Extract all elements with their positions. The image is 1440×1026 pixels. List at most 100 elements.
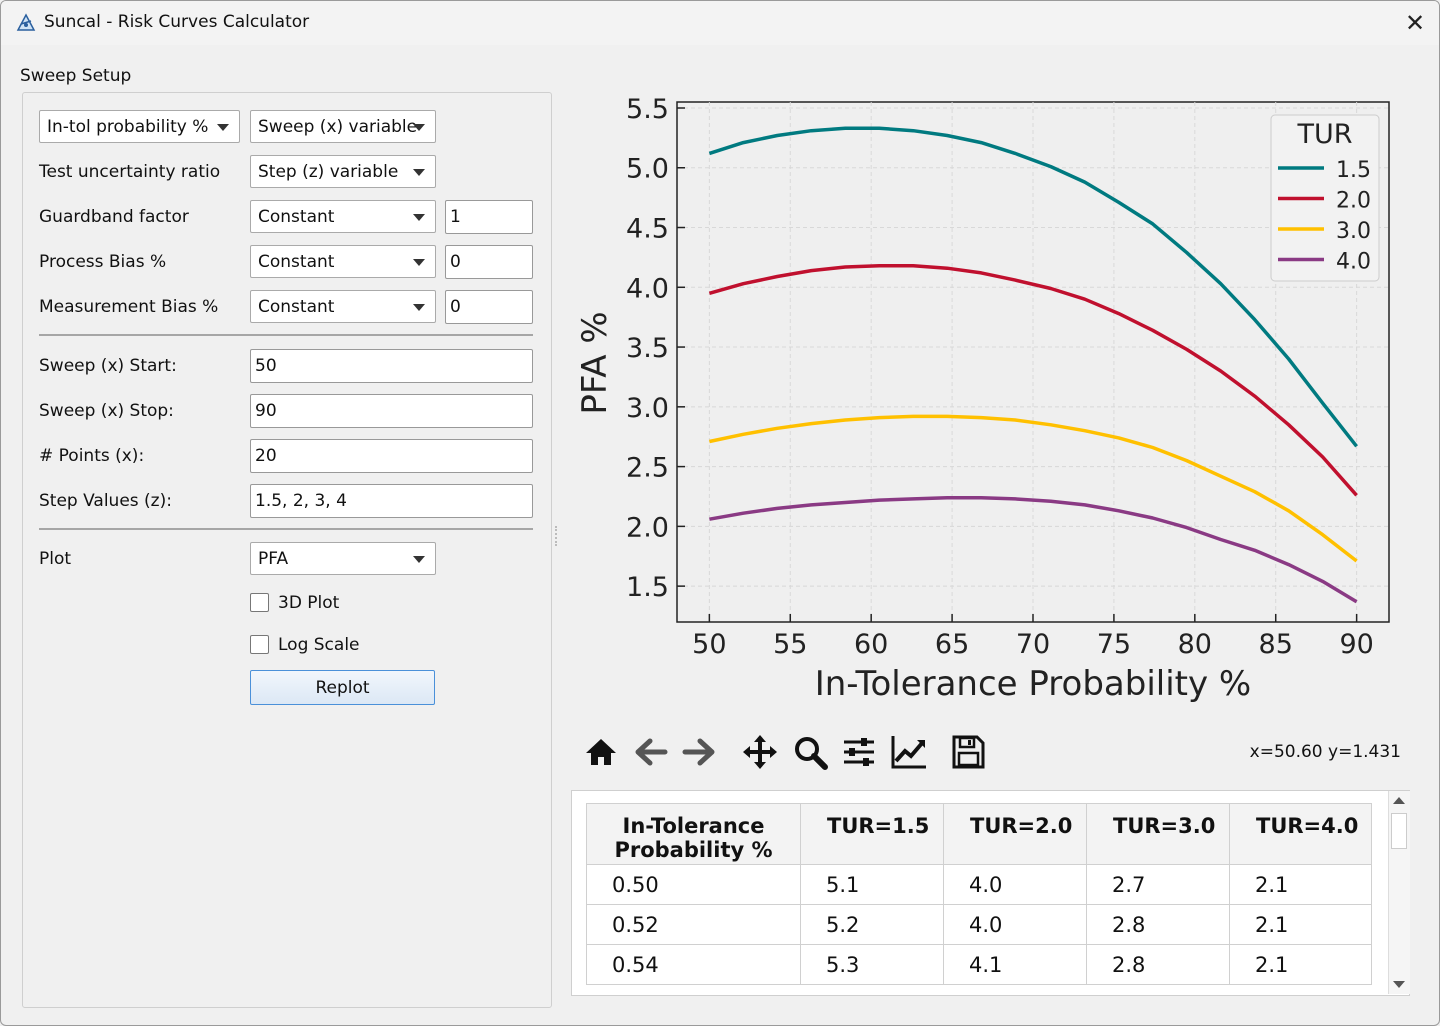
x-tick-label: 90 [1339, 629, 1373, 660]
edit-axis-icon[interactable] [889, 732, 929, 772]
chart-legend: TUR 1.5 2.0 3.0 4.0 [1270, 114, 1380, 282]
table-cell[interactable]: 0.52 [586, 904, 801, 945]
legend-title: TUR [1296, 119, 1352, 150]
step-values-label: Step Values (z): [39, 491, 172, 511]
legend-box [1270, 114, 1380, 282]
sweep-mode-combo[interactable]: Sweep (x) variable [250, 110, 436, 143]
process-bias-label: Process Bias % [39, 252, 167, 272]
table-cell[interactable]: 0.54 [586, 944, 801, 985]
table-cell[interactable]: 2.1 [1229, 904, 1372, 945]
variable-combo-value: In-tol probability % [47, 116, 209, 137]
variable-combo[interactable]: In-tol probability % [39, 110, 240, 143]
x-tick-label: 75 [1097, 629, 1131, 660]
table-row[interactable]: 0.54 5.3 4.1 2.8 2.1 [586, 944, 1372, 985]
chart-lines [708, 126, 1358, 604]
table-cell[interactable]: 5.3 [800, 944, 944, 985]
back-arrow-icon[interactable] [631, 732, 671, 772]
pan-icon[interactable] [740, 732, 780, 772]
chevron-down-icon [413, 214, 425, 221]
series-line-tur-2.0 [708, 264, 1358, 497]
points-label: # Points (x): [39, 446, 145, 466]
scroll-down-icon[interactable] [1393, 981, 1405, 988]
y-axis-label: PFA % [575, 311, 615, 414]
table-cell[interactable]: 2.8 [1086, 904, 1230, 945]
sweep-setup-group [22, 92, 552, 1008]
table-row[interactable]: 0.50 5.1 4.0 2.7 2.1 [586, 864, 1372, 905]
tur-mode-combo[interactable]: Step (z) variable [250, 155, 436, 188]
log-scale-checkbox[interactable] [250, 635, 269, 654]
series-line-tur-4.0 [709, 495, 1358, 604]
scroll-thumb[interactable] [1391, 813, 1407, 849]
close-icon[interactable]: ✕ [1404, 9, 1426, 37]
column-header-tur-4.0[interactable]: TUR=4.0 [1229, 803, 1372, 865]
scroll-up-icon[interactable] [1393, 797, 1405, 804]
y-tick-label: 5.0 [626, 154, 669, 185]
table-cell[interactable]: 2.7 [1086, 864, 1230, 905]
sweep-setup-title: Sweep Setup [20, 66, 132, 86]
x-tick-label: 55 [773, 629, 807, 660]
home-icon[interactable] [581, 732, 621, 772]
chevron-down-icon [217, 124, 229, 131]
y-tick-label: 3.5 [626, 333, 669, 364]
table-header-row: In-Tolerance Probability % TUR=1.5 TUR=2… [586, 803, 1372, 865]
legend-label: 1.5 [1336, 158, 1371, 183]
guardband-mode-combo[interactable]: Constant [250, 200, 436, 233]
column-header-tur-1.5[interactable]: TUR=1.5 [800, 803, 944, 865]
legend-items: 1.5 2.0 3.0 4.0 [1278, 158, 1371, 275]
tur-mode-value: Step (z) variable [258, 161, 399, 182]
3d-plot-label: 3D Plot [278, 593, 340, 613]
table-cell[interactable]: 2.1 [1229, 944, 1372, 985]
pfa-chart[interactable]: 50 55 60 65 70 75 80 85 90 1.5 2.0 2.5 3.0 3.5 4.0 4.5… [571, 85, 1411, 715]
x-tick-label: 80 [1178, 629, 1212, 660]
table-cell[interactable]: 4.1 [943, 944, 1087, 985]
save-icon[interactable] [948, 732, 988, 772]
plot-type-combo[interactable]: PFA [250, 542, 436, 575]
x-tick-label: 70 [1016, 629, 1050, 660]
splitter-handle[interactable] [555, 526, 559, 546]
replot-button[interactable]: Replot [250, 670, 435, 705]
results-table-container: In-Tolerance Probability % TUR=1.5 TUR=2… [571, 790, 1410, 996]
sweep-start-label: Sweep (x) Start: [39, 356, 177, 376]
forward-arrow-icon[interactable] [679, 732, 719, 772]
chevron-down-icon [413, 259, 425, 266]
process-bias-mode-combo[interactable]: Constant [250, 245, 436, 278]
y-tick-label: 1.5 [626, 572, 669, 603]
column-header-tur-2.0[interactable]: TUR=2.0 [943, 803, 1087, 865]
table-cell[interactable]: 2.8 [1086, 944, 1230, 985]
guardband-value-field[interactable]: 1 [445, 200, 533, 234]
log-scale-label: Log Scale [278, 635, 360, 655]
measurement-bias-value-field[interactable]: 0 [445, 290, 533, 324]
sweep-stop-field[interactable]: 90 [250, 394, 533, 428]
process-bias-mode-value: Constant [258, 251, 335, 272]
plot-type-value: PFA [258, 548, 289, 569]
points-field[interactable]: 20 [250, 439, 533, 473]
sweep-start-field[interactable]: 50 [250, 349, 533, 383]
table-cell[interactable]: 2.1 [1229, 864, 1372, 905]
series-line-tur-3.0 [709, 414, 1358, 563]
configure-subplots-icon[interactable] [839, 732, 879, 772]
divider [39, 334, 533, 336]
zoom-icon[interactable] [790, 732, 830, 772]
chevron-down-icon [413, 556, 425, 563]
3d-plot-checkbox[interactable] [250, 593, 269, 612]
table-row[interactable]: 0.52 5.2 4.0 2.8 2.1 [586, 904, 1372, 945]
x-axis-label: In-Tolerance Probability % [815, 664, 1252, 704]
table-scrollbar[interactable] [1388, 791, 1410, 994]
measurement-bias-mode-value: Constant [258, 296, 335, 317]
step-values-field[interactable]: 1.5, 2, 3, 4 [250, 484, 533, 518]
table-cell[interactable]: 4.0 [943, 864, 1087, 905]
process-bias-value-field[interactable]: 0 [445, 245, 533, 279]
window-title: Suncal - Risk Curves Calculator [44, 12, 310, 32]
table-cell[interactable]: 5.1 [800, 864, 944, 905]
table-cell[interactable]: 5.2 [800, 904, 944, 945]
measurement-bias-mode-combo[interactable]: Constant [250, 290, 436, 323]
column-header-probability[interactable]: In-Tolerance Probability % [586, 803, 801, 865]
table-cell[interactable]: 0.50 [586, 864, 801, 905]
x-tick-label: 60 [854, 629, 888, 660]
chevron-down-icon [413, 169, 425, 176]
column-header-tur-3.0[interactable]: TUR=3.0 [1086, 803, 1230, 865]
x-axis-ticks: 50 55 60 65 70 75 80 85 90 [692, 614, 1374, 660]
table-cell[interactable]: 4.0 [943, 904, 1087, 945]
title-bar: Suncal - Risk Curves Calculator ✕ [1, 1, 1439, 45]
legend-label: 2.0 [1336, 189, 1371, 214]
